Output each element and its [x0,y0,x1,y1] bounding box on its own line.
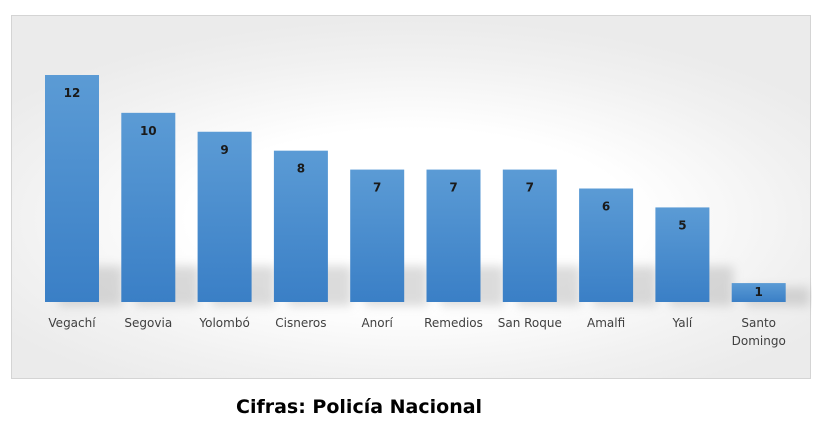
data-label: 7 [449,181,457,195]
bar [579,188,634,302]
data-labels: 12 10 9 8 7 7 7 6 5 1 [64,86,763,299]
data-label: 9 [220,143,228,157]
bar [350,169,405,302]
category-labels: Vegachí Segovia Yolombó Cisneros Anorí Remedi… [48,316,785,348]
data-label: 6 [602,200,610,214]
bar-chart: 12 10 9 8 7 7 7 6 5 1 Vegachí Segovia Yolombó Cisner… [45,75,810,348]
category-label: Segovia [124,316,172,330]
data-label: 5 [678,218,686,232]
category-label: Remedios [424,316,483,330]
bar [121,112,176,302]
bar [426,169,481,302]
bar [197,131,252,302]
bar [655,207,710,302]
data-label: 1 [755,285,763,299]
bars [45,75,786,302]
data-label: 10 [140,124,157,138]
bar [273,150,328,302]
chart-area: 12 10 9 8 7 7 7 6 5 1 Vegachí Segovia Yolombó Cisner… [11,15,811,379]
category-label: San Roque [498,316,562,330]
category-label: Yolombó [198,316,249,330]
category-label: Yalí [672,316,693,330]
data-label: 8 [297,162,305,176]
source-caption: Cifras: Policía Nacional [236,396,483,418]
data-label: 7 [373,181,381,195]
data-label: 12 [64,86,81,100]
bar [731,283,786,302]
category-label: Anorí [361,316,393,330]
bar [502,169,557,302]
category-label: Amalfi [587,316,625,330]
category-label: Cisneros [275,316,326,330]
bar [45,75,99,302]
category-label: Vegachí [48,316,96,330]
category-label: Santo Domingo [732,316,786,348]
data-label: 7 [526,181,534,195]
